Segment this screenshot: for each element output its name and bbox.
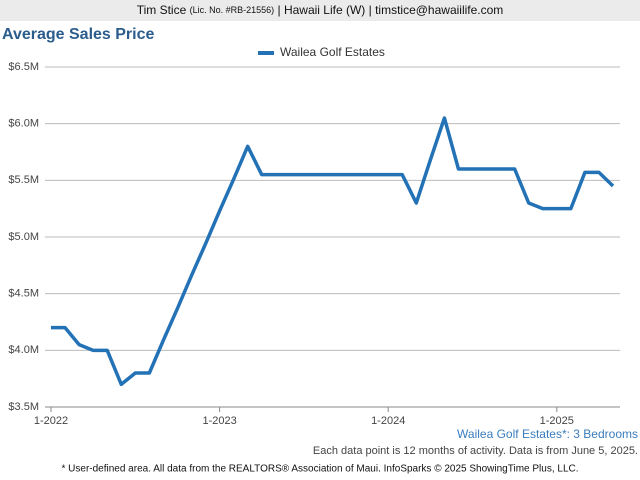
y-tick-label: $6.5M [8, 61, 39, 73]
legend-label: Wailea Golf Estates [280, 45, 385, 59]
chart-title: Average Sales Price [2, 26, 155, 43]
y-tick-label: $6.0M [8, 118, 39, 130]
x-tick-label: 1-2022 [34, 415, 68, 427]
y-tick-label: $5.0M [8, 231, 39, 243]
header-bar [0, 0, 640, 21]
area-note: Wailea Golf Estates*: 3 Bedrooms [457, 427, 638, 441]
data-note: Each data point is 12 months of activity… [313, 445, 638, 457]
series-line [51, 116, 615, 387]
agent-name: Tim Stice [137, 3, 187, 17]
footnote: * User-defined area. All data from the R… [61, 464, 578, 475]
header: Tim Stice (Lic. No. #RB-21556) | Hawaii … [137, 3, 504, 17]
x-tick-label: 1-2024 [371, 415, 405, 427]
y-tick-label: $5.5M [8, 174, 39, 186]
y-tick-label: $3.5M [8, 401, 39, 413]
y-tick-label: $4.0M [8, 344, 39, 356]
agency-contact: | Hawaii Life (W) | timstice@hawaiilife.… [278, 3, 504, 17]
x-tick-label: 1-2023 [202, 415, 236, 427]
y-tick-label: $4.5M [8, 288, 39, 300]
x-tick-label: 1-2025 [540, 415, 574, 427]
license: (Lic. No. #RB-21556) [190, 5, 275, 15]
